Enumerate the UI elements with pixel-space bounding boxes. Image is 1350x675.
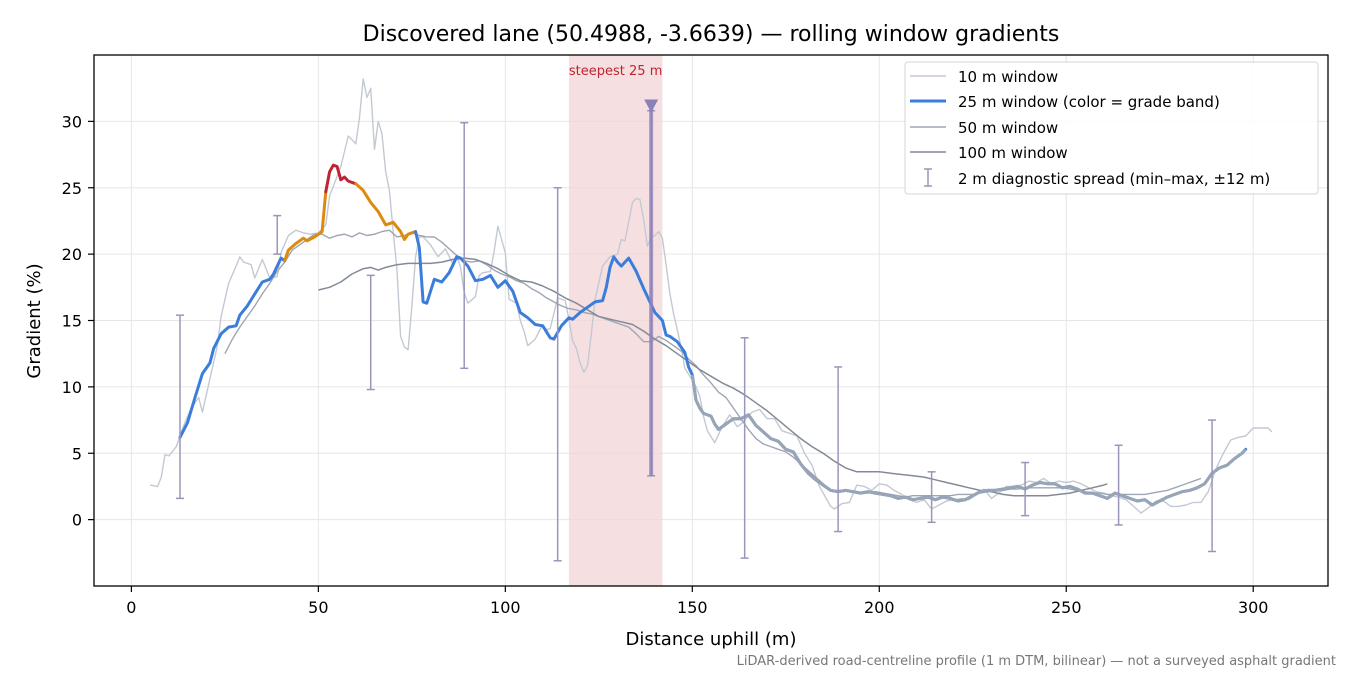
series-100m [318,257,1108,497]
peak-marker [644,99,659,113]
y-tick-label: 25 [62,179,82,198]
x-tick-label: 150 [677,598,708,617]
error-bar [1021,461,1030,517]
steepest-label: steepest 25 m [569,64,662,79]
error-bar [176,314,185,500]
legend-label-25m: 25 m window (color = grade band) [958,93,1220,111]
x-tick-label: 100 [490,598,521,617]
x-tick-label: 200 [864,598,895,617]
y-tick-label: 10 [62,378,82,397]
y-axis-label: Gradient (%) [24,263,45,378]
y-tick-label: 5 [72,444,82,463]
error-bar [927,471,936,524]
error-bar [740,337,749,559]
series-25m-band [324,163,358,194]
error-bar [273,214,282,255]
error-bar [1114,444,1123,526]
y-axis-ticks: 0 5 10 15 20 25 30 [62,112,94,530]
series-25m-band [354,182,418,241]
y-tick-label: 15 [62,312,82,331]
error-bar [366,274,375,391]
legend: 10 m window 25 m window (color = grade b… [904,61,1319,195]
legend-label-50m: 50 m window [958,119,1058,137]
x-tick-label: 300 [1238,598,1269,617]
legend-label-errorbar: 2 m diagnostic spread (min–max, ±12 m) [958,170,1270,188]
series-10m [149,78,1273,514]
chart-title: Discovered lane (50.4988, -3.6639) — rol… [363,22,1060,47]
y-tick-label: 30 [62,112,82,131]
series-25m-tail [690,374,1247,507]
legend-box [904,61,1319,195]
series-layer [149,78,1273,514]
y-tick-label: 0 [72,511,82,530]
series-50m [224,229,1202,498]
x-tick-label: 0 [126,598,136,617]
series-25m-band [178,256,287,439]
series-25m-band [283,190,328,263]
series-25m-band [414,230,1248,507]
x-axis-label: Distance uphill (m) [626,629,797,650]
error-bar [834,366,843,533]
y-tick-label: 20 [62,245,82,264]
x-axis-ticks: 0 50 100 150 200 250 300 [126,586,1268,617]
error-bar [1208,419,1217,553]
error-bar [553,187,562,562]
errorbar-layer [176,105,1217,562]
x-tick-label: 50 [308,598,328,617]
legend-swatch-errorbar [924,168,932,187]
error-bar [460,121,469,370]
legend-label-10m: 10 m window [958,68,1058,86]
x-tick-label: 250 [1051,598,1082,617]
legend-label-100m: 100 m window [958,144,1068,162]
footnote: LiDAR-derived road-centreline profile (1… [737,654,1336,669]
